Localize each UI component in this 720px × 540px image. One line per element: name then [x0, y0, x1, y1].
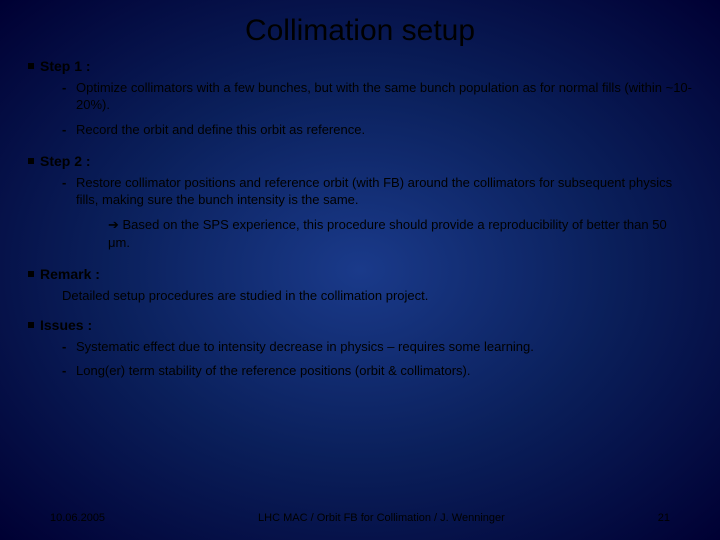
- step1-heading: Step 1 :: [28, 58, 692, 74]
- issues-heading: Issues :: [28, 317, 692, 333]
- slide-content: Step 1 : - Optimize collimators with a f…: [0, 58, 720, 380]
- item-text: Optimize collimators with a few bunches,…: [76, 80, 692, 112]
- square-bullet-icon: [28, 271, 34, 277]
- square-bullet-icon: [28, 63, 34, 69]
- step1-section: Step 1 : - Optimize collimators with a f…: [28, 58, 692, 139]
- slide-footer: 10.06.2005 LHC MAC / Orbit FB for Collim…: [0, 512, 720, 524]
- step1-heading-text: Step 1 :: [40, 58, 91, 74]
- list-item: - Optimize collimators with a few bunche…: [62, 80, 692, 114]
- footer-page: 21: [658, 512, 670, 524]
- dash-icon: -: [62, 339, 66, 356]
- issues-section: Issues : - Systematic effect due to inte…: [28, 317, 692, 381]
- remark-heading-text: Remark :: [40, 266, 100, 282]
- issues-heading-text: Issues :: [40, 317, 92, 333]
- dash-icon: -: [62, 175, 66, 192]
- remark-text: Detailed setup procedures are studied in…: [62, 288, 692, 303]
- dash-icon: -: [62, 80, 66, 97]
- dash-icon: -: [62, 122, 66, 139]
- step2-heading: Step 2 :: [28, 153, 692, 169]
- step2-section: Step 2 : - Restore collimator positions …: [28, 153, 692, 252]
- remark-section: Remark : Detailed setup procedures are s…: [28, 266, 692, 303]
- item-text: Long(er) term stability of the reference…: [76, 363, 471, 378]
- footer-date: 10.06.2005: [50, 512, 105, 524]
- step2-heading-text: Step 2 :: [40, 153, 91, 169]
- remark-heading: Remark :: [28, 266, 692, 282]
- item-text: Record the orbit and define this orbit a…: [76, 122, 365, 137]
- arrow-icon: ➔: [108, 217, 123, 232]
- item-text: Restore collimator positions and referen…: [76, 175, 672, 207]
- list-item: - Systematic effect due to intensity dec…: [62, 339, 692, 356]
- list-item: - Long(er) term stability of the referen…: [62, 363, 692, 380]
- list-item: - Record the orbit and define this orbit…: [62, 122, 692, 139]
- step2-list: - Restore collimator positions and refer…: [62, 175, 692, 209]
- list-item: - Restore collimator positions and refer…: [62, 175, 692, 209]
- issues-list: - Systematic effect due to intensity dec…: [62, 339, 692, 381]
- dash-icon: -: [62, 363, 66, 380]
- slide-title: Collimation setup: [0, 0, 720, 58]
- item-text: Systematic effect due to intensity decre…: [76, 339, 534, 354]
- note-text: Based on the SPS experience, this proced…: [108, 217, 667, 250]
- square-bullet-icon: [28, 322, 34, 328]
- square-bullet-icon: [28, 158, 34, 164]
- step2-note: ➔ Based on the SPS experience, this proc…: [108, 216, 692, 251]
- step1-list: - Optimize collimators with a few bunche…: [62, 80, 692, 139]
- footer-center: LHC MAC / Orbit FB for Collimation / J. …: [258, 512, 505, 524]
